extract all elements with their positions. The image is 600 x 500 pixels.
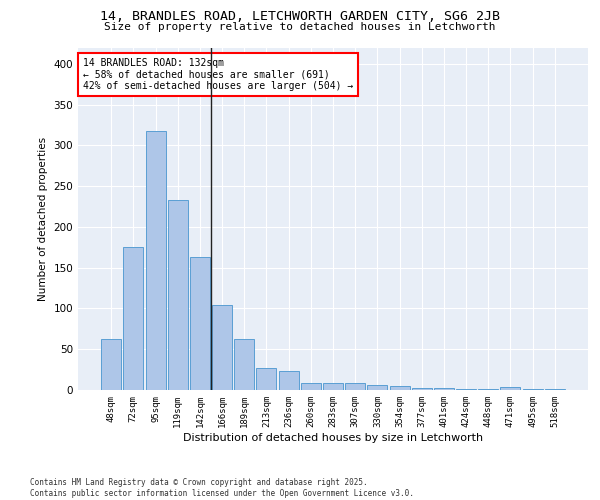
Bar [456, 389, 476, 390]
Bar [146, 132, 166, 390]
Bar [367, 385, 388, 390]
Bar [434, 388, 454, 390]
Bar [500, 386, 520, 390]
Bar [389, 386, 410, 390]
Bar [301, 382, 321, 390]
Bar [124, 248, 143, 390]
X-axis label: Distribution of detached houses by size in Letchworth: Distribution of detached houses by size … [183, 432, 483, 442]
Text: Size of property relative to detached houses in Letchworth: Size of property relative to detached ho… [104, 22, 496, 32]
Bar [278, 371, 299, 390]
Bar [345, 384, 365, 390]
Bar [190, 257, 210, 390]
Bar [168, 200, 188, 390]
Bar [101, 340, 121, 390]
Bar [256, 368, 277, 390]
Bar [412, 388, 432, 390]
Bar [545, 389, 565, 390]
Bar [478, 389, 498, 390]
Bar [234, 340, 254, 390]
Bar [212, 305, 232, 390]
Text: 14, BRANDLES ROAD, LETCHWORTH GARDEN CITY, SG6 2JB: 14, BRANDLES ROAD, LETCHWORTH GARDEN CIT… [100, 10, 500, 23]
Text: Contains HM Land Registry data © Crown copyright and database right 2025.
Contai: Contains HM Land Registry data © Crown c… [30, 478, 414, 498]
Bar [523, 389, 542, 390]
Bar [323, 382, 343, 390]
Y-axis label: Number of detached properties: Number of detached properties [38, 136, 48, 301]
Text: 14 BRANDLES ROAD: 132sqm
← 58% of detached houses are smaller (691)
42% of semi-: 14 BRANDLES ROAD: 132sqm ← 58% of detach… [83, 58, 353, 91]
